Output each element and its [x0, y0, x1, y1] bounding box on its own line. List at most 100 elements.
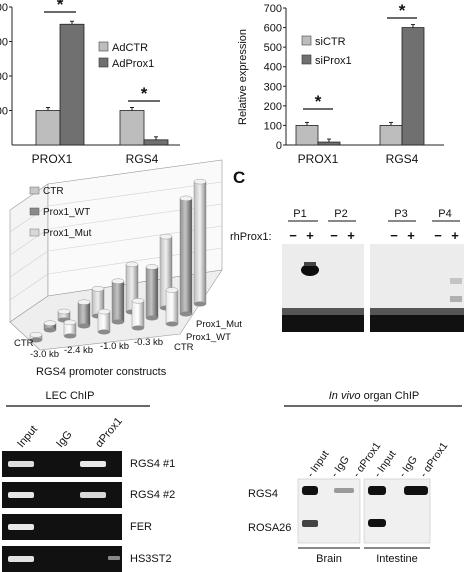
significance-star: * [399, 1, 406, 20]
y-ticks: 0 100 200 300 400 500 600 700 [264, 3, 286, 152]
cylinder-base [112, 319, 124, 325]
tissue-label: Brain [316, 553, 342, 565]
plus-sign: + [306, 228, 314, 243]
row-label: FER [130, 521, 152, 533]
legend-label: AdCTR [112, 42, 148, 54]
y-tick-label: 00 [0, 71, 8, 83]
gel-strips [2, 451, 122, 572]
bars [35, 20, 169, 146]
y-tick-label: 00 [0, 106, 8, 118]
cylinder-base [132, 325, 144, 331]
significance-star: * [57, 0, 64, 14]
legend-swatch [301, 35, 312, 46]
emsa-gel-right [370, 244, 464, 332]
cylinder-base [44, 327, 56, 333]
depth-label: Prox1_Mut [196, 319, 242, 330]
gel-intestine [363, 478, 431, 544]
y-tick-label: 0 [276, 140, 282, 152]
cylinder-top [125, 261, 139, 268]
cylinder-top [57, 308, 71, 315]
plus-sign: + [347, 228, 355, 243]
treatment-signs: − + − + − + − + [289, 228, 459, 243]
y-axis-title: Relative expression [237, 29, 249, 125]
bar [35, 110, 61, 146]
cylinder-top [193, 178, 207, 185]
cylinder-top [63, 319, 77, 326]
x-tick-label: PROX1 [298, 152, 339, 166]
plus-sign: + [451, 228, 459, 243]
legend-swatch [29, 207, 40, 216]
lec-chip: LEC ChIP Input IgG αProx1 RGS4 #1 RGS4 #… [2, 390, 175, 572]
legend: CTR Prox1_WT Prox1_Mut [29, 186, 92, 239]
x-tick-label: CTR [14, 338, 34, 349]
bar [59, 23, 85, 146]
cylinder-top [29, 332, 43, 338]
cylinder-top [91, 286, 105, 292]
legend-label: Prox1_Mut [43, 228, 92, 239]
legend-swatch [301, 54, 312, 65]
cylinder-top [179, 195, 193, 202]
cylinder-top [77, 299, 91, 305]
y-tick-label: 00 [0, 37, 8, 49]
x-tick-label: RGS4 [386, 152, 419, 166]
significance-marks: ** [303, 1, 417, 111]
tissue-labels: Brain Intestine [316, 553, 418, 565]
cylinder-base [146, 315, 158, 321]
row-label: RGS4 #2 [130, 489, 175, 501]
probe-label: P2 [334, 208, 347, 220]
probe-label: P1 [293, 208, 306, 220]
y-tick-label: 600 [264, 23, 282, 35]
bar [119, 110, 145, 146]
probe-label: P3 [394, 208, 407, 220]
lane-labels: - Input - IgG - αProx1 - Input - IgG - α… [305, 440, 451, 480]
cylinder-bar [111, 281, 125, 323]
bar [143, 139, 169, 146]
x-tick-label: -2.4 kb [64, 345, 93, 356]
cylinder-top [165, 287, 179, 293]
panel-letter: C [233, 168, 245, 187]
row-label: rhProx1: [230, 231, 272, 243]
x-tick-labels: CTR -3.0 kb -2.4 kb -1.0 kb -0.3 kb [14, 337, 163, 360]
gel-brain [297, 478, 361, 544]
shifted-band [301, 264, 319, 276]
minus-sign: − [434, 228, 442, 243]
cylinder-bar [77, 302, 91, 327]
cylinder-base [30, 337, 42, 343]
x-tick-label: -3.0 kb [30, 349, 59, 360]
y-tick-label: 500 [264, 42, 282, 54]
cylinder-base [194, 301, 206, 307]
y-tick-label: 200 [264, 101, 282, 113]
legend-label: AdProx1 [112, 58, 154, 70]
lane-label: - Input [305, 448, 332, 479]
legend-label: siCTR [315, 36, 346, 48]
cylinder-bar [165, 289, 179, 325]
chart-3d: CTR Prox1_WT Prox1_Mut CTR -3.0 kb -2.4 … [9, 159, 242, 378]
bar [317, 141, 341, 146]
minus-sign: − [289, 228, 297, 243]
panel-c: C rhProx1: P1 P2 P3 P4 − + − + − + − + [230, 168, 464, 332]
cylinder-base [78, 323, 90, 329]
chart-top-left: 00000000 ** PROX1 RGS4 AdCTR AdProx1 [0, 0, 180, 166]
lane-label: - αProx1 [418, 440, 451, 480]
legend: siCTR siProx1 [301, 35, 352, 67]
tissue-label: Intestine [376, 553, 418, 565]
legend: AdCTR AdProx1 [98, 41, 154, 70]
y-tick-label: 400 [264, 62, 282, 74]
minus-sign: − [390, 228, 398, 243]
cylinder-base [98, 329, 110, 335]
cylinder-base [166, 321, 178, 327]
depth-label: Prox1_WT [186, 332, 231, 343]
cylinder-top [145, 264, 159, 270]
lane-label: IgG [54, 429, 75, 450]
legend-swatch [29, 228, 40, 237]
row-labels: RGS4 ROSA26 [248, 488, 291, 534]
significance-star: * [315, 92, 322, 111]
plus-sign: + [407, 228, 415, 243]
depth-labels: CTR Prox1_WT Prox1_Mut [174, 319, 242, 353]
bars [295, 24, 425, 146]
cylinder-top [131, 298, 145, 304]
row-label: RGS4 [248, 488, 278, 500]
minus-sign: − [330, 228, 338, 243]
cylinder-top [97, 308, 111, 315]
